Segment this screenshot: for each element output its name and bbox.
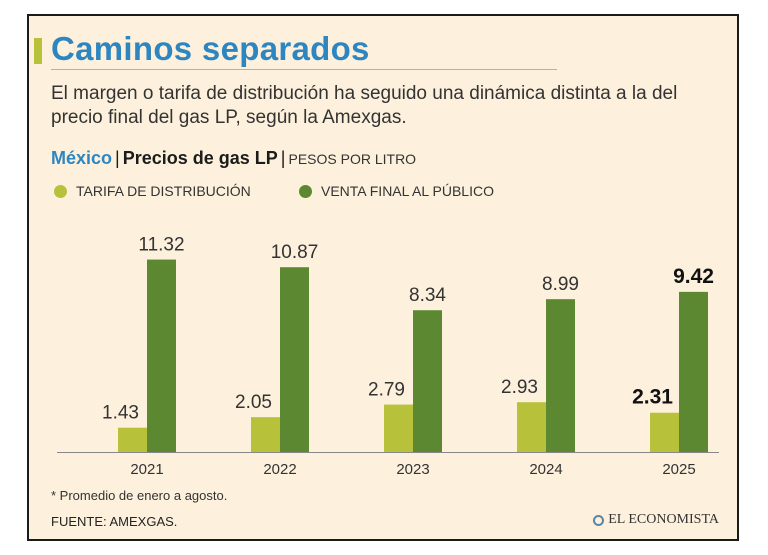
chart-header-separator-2: | bbox=[280, 148, 286, 168]
data-label-tarifa-2024: 2.93 bbox=[501, 377, 538, 398]
bar-venta-2023 bbox=[413, 310, 442, 452]
data-label-venta-2024: 8.99 bbox=[542, 274, 579, 295]
legend-item-venta: VENTA FINAL AL PÚBLICO bbox=[299, 183, 494, 199]
x-tick-label-2021: 2021 bbox=[130, 461, 163, 478]
x-tick-label-2022: 2022 bbox=[263, 461, 296, 478]
bar-tarifa-2022 bbox=[251, 417, 280, 452]
bar-chart: 1.43 11.32 2021 2.05 10.87 2022 2.79 8.34 2023 2.… bbox=[57, 235, 719, 478]
legend-label-tarifa: TARIFA DE DISTRIBUCIÓN bbox=[76, 183, 251, 199]
legend-label-venta: VENTA FINAL AL PÚBLICO bbox=[321, 183, 494, 199]
chart-header: México | Precios de gas LP | PESOS POR LITRO bbox=[51, 148, 416, 169]
chart-name: Precios de gas LP bbox=[122, 148, 278, 168]
bar-tarifa-2025 bbox=[650, 412, 679, 452]
brand-logo: EL ECONOMISTA bbox=[593, 512, 719, 528]
brand-name: EL ECONOMISTA bbox=[608, 512, 719, 527]
data-label-venta-2022: 10.87 bbox=[271, 242, 319, 263]
data-label-tarifa-2022: 2.05 bbox=[235, 392, 272, 413]
data-label-venta-2023: 8.34 bbox=[409, 285, 446, 306]
subtitle: El margen o tarifa de distribución ha se… bbox=[51, 83, 678, 128]
bar-venta-2021 bbox=[147, 259, 176, 452]
chart-unit: PESOS POR LITRO bbox=[288, 151, 417, 167]
infographic-card: Caminos separados El margen o tarifa de … bbox=[27, 14, 739, 541]
title-divider bbox=[51, 69, 557, 70]
data-label-tarifa-2025: 2.31 bbox=[632, 386, 673, 409]
bar-venta-2022 bbox=[280, 267, 309, 452]
footnote: * Promedio de enero a agosto. bbox=[51, 488, 228, 503]
brand-globe-icon bbox=[593, 514, 605, 526]
chart-country: México bbox=[51, 148, 113, 168]
data-label-venta-2025: 9.42 bbox=[673, 265, 714, 288]
title-accent-bar bbox=[34, 38, 42, 64]
page-title: Caminos separados bbox=[51, 30, 370, 67]
bar-venta-2025 bbox=[679, 291, 708, 452]
legend-item-tarifa: TARIFA DE DISTRIBUCIÓN bbox=[54, 183, 251, 199]
data-label-venta-2021: 11.32 bbox=[138, 235, 184, 256]
bar-venta-2024 bbox=[546, 299, 575, 452]
legend-dot-venta bbox=[299, 184, 312, 198]
x-tick-label-2023: 2023 bbox=[396, 461, 429, 478]
x-tick-label-2024: 2024 bbox=[529, 461, 562, 478]
chart-header-separator: | bbox=[115, 148, 120, 168]
bar-tarifa-2024 bbox=[517, 402, 546, 452]
bar-tarifa-2023 bbox=[384, 404, 413, 452]
data-label-tarifa-2021: 1.43 bbox=[102, 403, 139, 424]
data-label-tarifa-2023: 2.79 bbox=[368, 380, 405, 401]
x-tick-label-2025: 2025 bbox=[662, 461, 695, 478]
bar-tarifa-2021 bbox=[118, 427, 147, 452]
source-credit: FUENTE: AMEXGAS. bbox=[51, 514, 178, 529]
legend-dot-tarifa bbox=[54, 184, 67, 198]
